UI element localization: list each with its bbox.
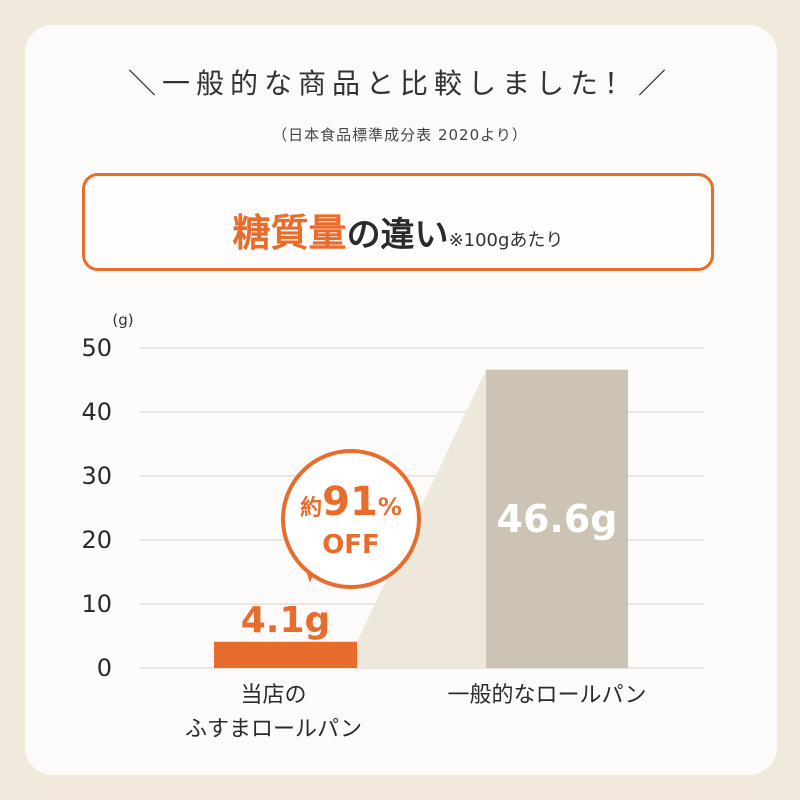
title-rest: の違い bbox=[346, 215, 449, 255]
y-tick-label: 40 bbox=[81, 398, 112, 426]
title-accent: 糖質量 bbox=[232, 211, 347, 255]
y-tick-label: 30 bbox=[81, 462, 112, 490]
badge-circle bbox=[281, 449, 421, 589]
badge-percent: 約91% bbox=[300, 479, 402, 525]
badge-off: OFF bbox=[322, 530, 380, 560]
title-note: ※100gあたり bbox=[448, 230, 564, 251]
headline: ＼一般的な商品と比較しました！／ bbox=[127, 67, 672, 100]
category-label: ふすまロールパン bbox=[185, 717, 362, 742]
category-label: 当店の bbox=[240, 683, 306, 708]
value-label-ours: 4.1g bbox=[241, 600, 331, 641]
y-tick-label: 50 bbox=[81, 334, 112, 362]
value-label-general: 46.6g bbox=[497, 497, 618, 541]
category-label: 一般的なロールパン bbox=[447, 683, 646, 708]
connector-band bbox=[357, 369, 486, 668]
bar-ours bbox=[214, 641, 357, 668]
source-note: （日本食品標準成分表 2020より） bbox=[272, 126, 528, 144]
y-tick-label: 20 bbox=[81, 526, 112, 554]
y-tick-label: 0 bbox=[97, 654, 112, 682]
y-unit-label: (g) bbox=[112, 311, 133, 329]
y-tick-label: 10 bbox=[81, 590, 112, 618]
title-box: 糖質量の違い※100gあたり bbox=[82, 173, 714, 271]
bar-general bbox=[486, 369, 628, 668]
